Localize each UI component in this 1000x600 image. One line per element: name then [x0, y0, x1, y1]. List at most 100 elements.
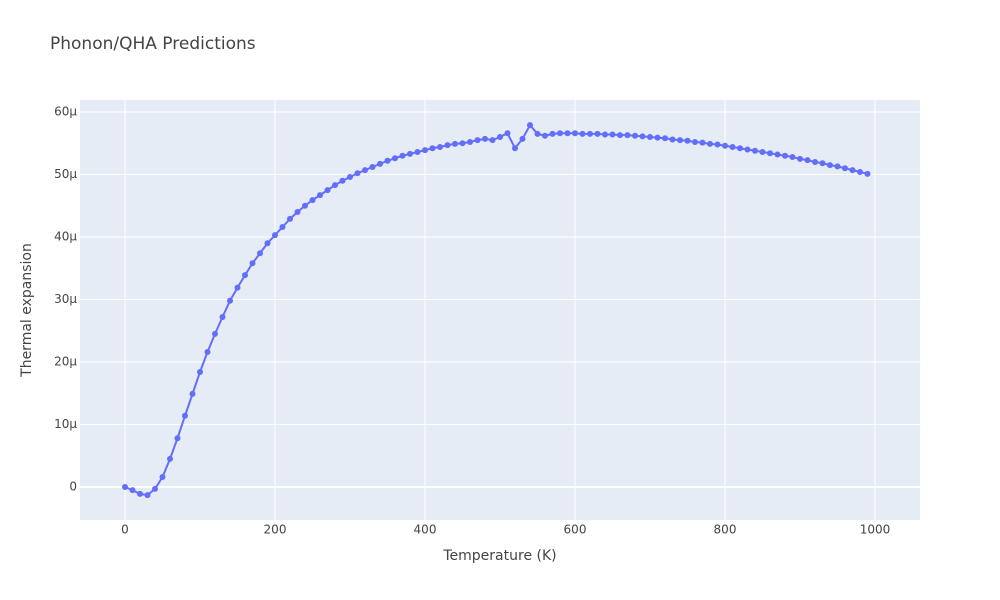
data-point — [167, 455, 173, 462]
data-point — [662, 135, 668, 142]
data-point — [797, 155, 803, 162]
data-point — [527, 122, 533, 129]
data-point — [467, 139, 473, 145]
data-point — [572, 130, 578, 137]
data-point — [557, 130, 563, 137]
data-point — [669, 136, 676, 143]
data-point — [339, 177, 346, 184]
data-point — [519, 135, 526, 142]
data-point — [789, 154, 796, 160]
data-point — [234, 284, 241, 291]
data-point — [849, 167, 856, 174]
data-point — [317, 192, 323, 199]
data-point — [452, 140, 458, 147]
data-point — [392, 155, 398, 162]
data-point — [279, 224, 286, 230]
data-point — [242, 272, 248, 279]
data-point — [647, 134, 653, 140]
data-point — [774, 151, 781, 158]
data-point — [129, 487, 136, 494]
data-point — [227, 297, 233, 304]
data-point — [444, 142, 451, 149]
series-line — [124, 123, 868, 497]
data-point — [617, 132, 623, 139]
data-point — [152, 485, 158, 492]
y-tick-label: 10µ — [54, 417, 77, 431]
data-point — [834, 163, 841, 170]
data-point — [324, 187, 331, 194]
data-point — [287, 215, 293, 222]
data-point — [804, 157, 811, 164]
data-point — [482, 135, 488, 142]
data-point — [782, 152, 788, 159]
data-point — [422, 147, 428, 154]
data-point — [602, 131, 608, 138]
data-point — [414, 149, 421, 155]
data-point — [819, 160, 826, 167]
data-point — [332, 182, 338, 189]
y-tick-label: 0 — [69, 480, 77, 494]
data-point — [699, 139, 706, 146]
data-point — [729, 144, 736, 150]
data-point — [429, 145, 436, 152]
x-tick-label: 600 — [564, 523, 587, 537]
data-point — [377, 160, 383, 167]
data-point — [504, 130, 511, 137]
data-point — [122, 484, 128, 490]
data-point — [737, 145, 743, 152]
data-point — [677, 137, 683, 144]
data-point — [707, 140, 713, 147]
data-point — [137, 490, 143, 497]
data-point — [624, 132, 631, 139]
data-point — [512, 145, 518, 152]
x-axis-title: Temperature (K) — [442, 548, 556, 564]
data-point — [654, 134, 661, 141]
data-point — [542, 132, 548, 139]
data-point — [594, 130, 601, 137]
data-point — [752, 147, 758, 154]
data-point — [632, 132, 638, 139]
x-tick-label: 0 — [121, 523, 129, 537]
data-point — [347, 174, 353, 180]
data-point — [309, 197, 316, 204]
data-point — [174, 435, 181, 442]
data-point — [384, 157, 391, 164]
y-tick-label: 30µ — [54, 292, 77, 306]
data-point — [497, 134, 503, 140]
data-point — [534, 130, 541, 137]
data-point — [564, 130, 571, 137]
plot-area — [80, 100, 920, 520]
y-tick-label: 60µ — [54, 105, 77, 119]
data-point — [767, 150, 773, 157]
data-point — [182, 412, 188, 419]
data-point — [827, 162, 833, 169]
chart-title: Phonon/QHA Predictions — [50, 34, 256, 54]
data-point — [159, 474, 166, 480]
data-point — [354, 170, 361, 177]
data-point — [362, 167, 368, 174]
data-point — [294, 209, 301, 215]
data-point — [204, 349, 211, 355]
data-point — [692, 139, 698, 145]
data-point — [257, 250, 263, 257]
data-point — [212, 330, 218, 337]
data-point — [399, 152, 406, 159]
data-point — [857, 169, 863, 175]
data-point — [474, 137, 481, 144]
data-point — [722, 142, 728, 149]
data-point — [609, 131, 616, 138]
data-point — [714, 141, 721, 148]
data-point — [189, 390, 196, 397]
data-point — [437, 144, 443, 150]
data-point — [302, 202, 308, 209]
data-point — [812, 159, 818, 165]
data-point — [549, 130, 556, 137]
data-point — [579, 130, 586, 137]
x-tick-label: 400 — [414, 523, 437, 537]
data-point — [489, 137, 496, 144]
data-point — [407, 150, 413, 157]
data-point — [864, 170, 871, 177]
data-point — [144, 492, 151, 499]
data-point — [264, 240, 271, 247]
